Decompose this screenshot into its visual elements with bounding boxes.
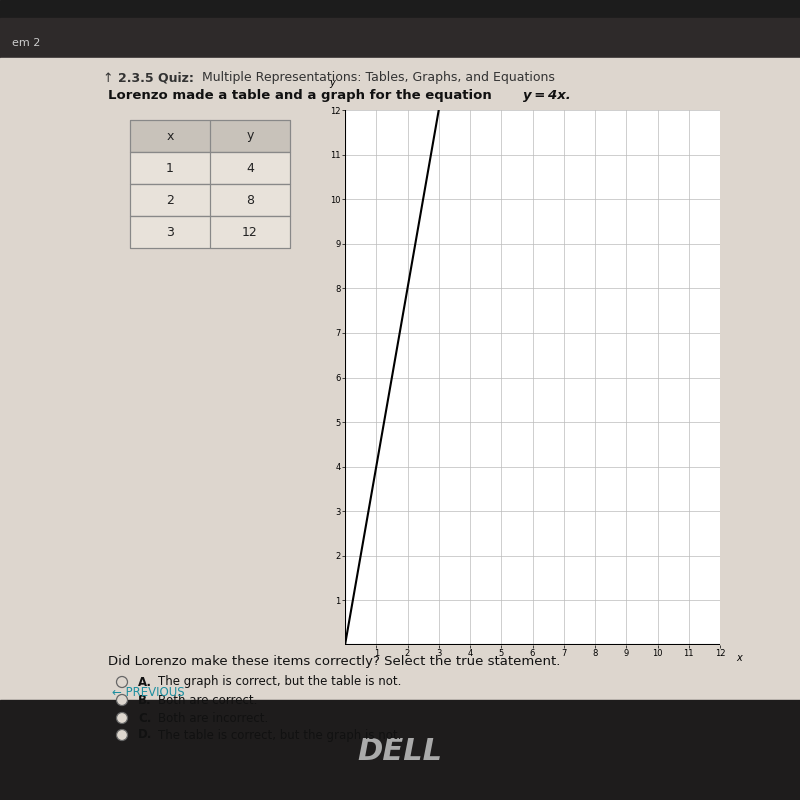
Text: y: y xyxy=(330,78,335,88)
Bar xyxy=(210,152,290,184)
Bar xyxy=(130,152,290,184)
Bar xyxy=(0,0,800,18)
Circle shape xyxy=(117,713,127,723)
Circle shape xyxy=(117,677,127,687)
Text: y = 4x.: y = 4x. xyxy=(523,90,570,102)
Text: em 2: em 2 xyxy=(12,38,40,48)
Bar xyxy=(210,184,290,216)
Bar xyxy=(130,120,290,152)
Text: 1: 1 xyxy=(166,162,174,174)
Text: ← PREVIOUS: ← PREVIOUS xyxy=(112,686,185,698)
Text: The graph is correct, but the table is not.: The graph is correct, but the table is n… xyxy=(158,675,402,689)
Text: The table is correct, but the graph is not.: The table is correct, but the graph is n… xyxy=(158,729,402,742)
Text: 8: 8 xyxy=(246,194,254,206)
Text: Lorenzo made a table and a graph for the equation: Lorenzo made a table and a graph for the… xyxy=(108,90,496,102)
Text: x: x xyxy=(736,654,742,663)
Text: DELL: DELL xyxy=(358,738,442,766)
Bar xyxy=(130,184,210,216)
Bar xyxy=(130,216,290,248)
Text: B.: B. xyxy=(138,694,152,706)
Bar xyxy=(0,18,800,58)
Text: x: x xyxy=(166,130,174,142)
Text: D.: D. xyxy=(138,729,152,742)
Bar xyxy=(130,184,290,216)
Circle shape xyxy=(117,730,127,741)
Bar xyxy=(0,58,800,700)
Circle shape xyxy=(117,694,127,706)
Bar xyxy=(210,216,290,248)
Text: Did Lorenzo make these items correctly? Select the true statement.: Did Lorenzo make these items correctly? … xyxy=(108,655,560,669)
Text: Both are incorrect.: Both are incorrect. xyxy=(158,711,268,725)
Bar xyxy=(130,216,210,248)
Bar xyxy=(130,152,210,184)
Text: 12: 12 xyxy=(242,226,258,238)
Bar xyxy=(130,120,210,152)
Text: 2.3.5 Quiz:: 2.3.5 Quiz: xyxy=(118,71,194,85)
Text: ↑: ↑ xyxy=(102,71,114,85)
Text: y: y xyxy=(246,130,254,142)
Text: Multiple Representations: Tables, Graphs, and Equations: Multiple Representations: Tables, Graphs… xyxy=(198,71,555,85)
Text: A.: A. xyxy=(138,675,152,689)
Text: 4: 4 xyxy=(246,162,254,174)
Text: C.: C. xyxy=(138,711,151,725)
Text: 3: 3 xyxy=(166,226,174,238)
Text: 2: 2 xyxy=(166,194,174,206)
Bar xyxy=(0,700,800,800)
Text: Both are correct.: Both are correct. xyxy=(158,694,258,706)
Bar xyxy=(210,120,290,152)
